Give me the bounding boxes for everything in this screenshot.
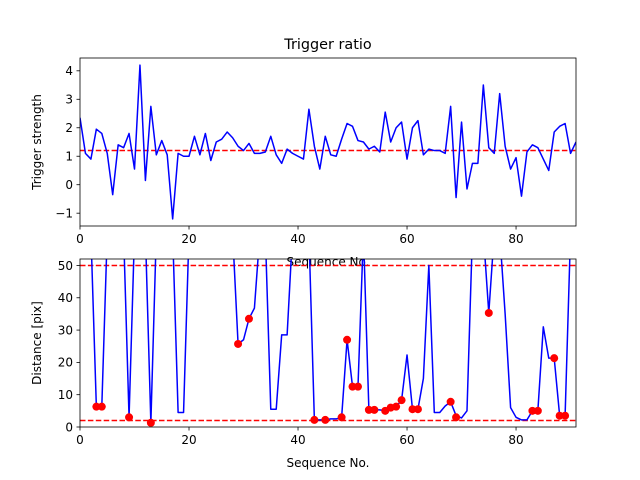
bottom-data-point [353,382,362,391]
top-y-tick-label: −1 [55,206,73,220]
bottom-data-point [337,413,346,422]
bottom-data-point [146,418,155,427]
bottom-data-point [446,397,455,406]
bottom-y-tick-label: 10 [58,388,73,402]
top-y-tick-label: 2 [65,121,73,135]
bottom-data-point [561,411,570,420]
bottom-data-point [397,396,406,405]
bottom-data-point [452,413,461,422]
bottom-data-point [484,308,493,317]
bottom-data-point [97,402,106,411]
top-x-tick-label: 60 [399,232,414,246]
bottom-x-tick-label: 0 [76,433,84,447]
bottom-data-point [550,354,559,363]
top-y-axis-label: Trigger strength [30,94,44,191]
top-axes-frame [79,57,577,227]
bottom-x-tick-label: 40 [290,433,305,447]
bottom-x-axis-label: Sequence No. [287,456,370,470]
top-x-tick-label: 40 [290,232,305,246]
bottom-data-point [244,314,253,323]
bottom-x-tick-label: 20 [181,433,196,447]
bottom-y-tick-label: 40 [58,291,73,305]
top-y-tick-label: 4 [65,64,73,78]
bottom-y-tick-label: 20 [58,356,73,370]
top-y-tick-label: 1 [65,150,73,164]
bottom-data-point [392,402,401,411]
bottom-data-point [234,339,243,348]
top-chart-title: Trigger ratio [283,37,372,53]
top-x-tick-label: 80 [508,232,523,246]
bottom-y-axis-label: Distance [pix] [30,301,44,385]
bottom-plot-area: 0 20 40 60 80 0 10 20 30 40 50 [58,258,577,447]
top-x-tick-label: 0 [76,232,84,246]
bottom-data-point [413,405,422,414]
bottom-data-point [310,415,319,424]
top-x-tick-label: 20 [181,232,196,246]
bottom-y-tick-label: 0 [65,420,73,434]
bottom-x-tick-label: 80 [508,433,523,447]
top-x-axis-label: Sequence No. [287,255,370,269]
top-y-tick-label: 0 [65,178,73,192]
bottom-y-tick-label: 50 [58,259,73,273]
bottom-x-tick-label: 60 [399,433,414,447]
bottom-data-point [533,406,542,415]
bottom-axes-frame [79,258,577,428]
bottom-data-point [370,405,379,414]
top-series-line [80,64,576,220]
bottom-data-point [125,413,134,422]
bottom-y-tick-label: 30 [58,323,73,337]
bottom-subplot: 0 20 40 60 80 0 10 20 30 40 50 Distance [pix] Sequ… [30,258,577,470]
top-y-tick-label: 3 [65,93,73,107]
bottom-data-point [321,415,330,424]
bottom-data-point [343,335,352,344]
